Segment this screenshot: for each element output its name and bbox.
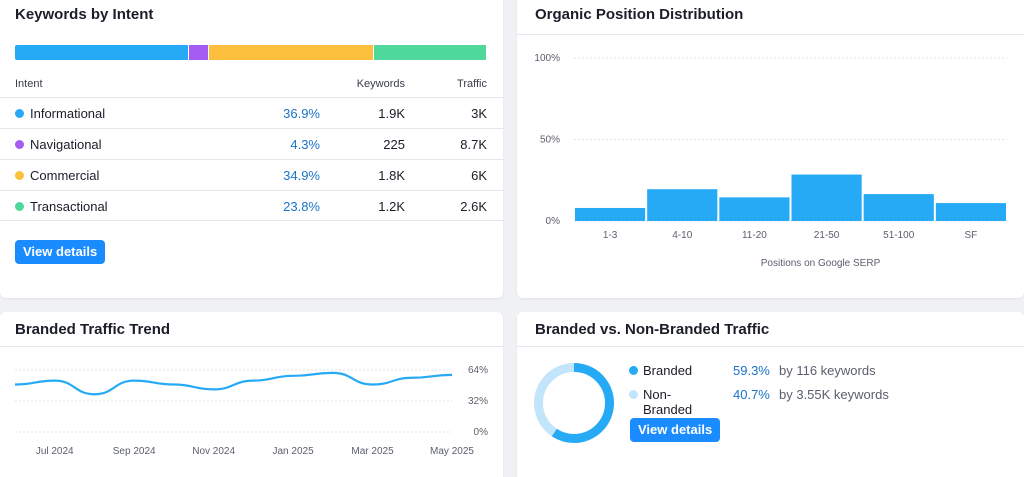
intent-bar-segment-commercial <box>209 45 375 60</box>
column-header-intent: Intent <box>15 78 43 90</box>
y-tick-label: 64% <box>468 365 488 376</box>
x-tick-label: 21-50 <box>814 230 840 241</box>
bar-21-50 <box>791 174 862 221</box>
legend-color-dot <box>629 366 638 375</box>
branded-trend-card: Branded Traffic Trend 64% 32% 0% Jul 2024 Se… <box>0 312 503 477</box>
intent-traffic: 2.6K <box>460 199 487 214</box>
intent-keywords: 1.2K <box>378 199 405 214</box>
x-tick-label: Nov 2024 <box>192 446 235 457</box>
intent-color-dot <box>15 202 24 211</box>
y-tick-label: 0% <box>474 427 489 438</box>
intent-color-dot <box>15 109 24 118</box>
branded-donut-chart <box>534 363 614 443</box>
x-tick-label: Jul 2024 <box>36 446 74 457</box>
intent-traffic: 3K <box>471 106 487 121</box>
legend-name: Branded <box>643 363 693 378</box>
keywords-by-intent-card: Keywords by Intent Intent Keywords Traff… <box>0 0 503 298</box>
branded-vs-nonbranded-card: Branded vs. Non-Branded Traffic <box>517 312 1024 477</box>
intent-traffic: 6K <box>471 168 487 183</box>
intent-keywords: 225 <box>383 137 405 152</box>
y-tick-label: 32% <box>468 396 488 407</box>
column-header-keywords: Keywords <box>356 78 405 90</box>
intent-name: Navigational <box>30 137 102 152</box>
legend-percent[interactable]: 40.7% <box>733 387 770 402</box>
intent-share-bar <box>15 45 487 60</box>
legend-description: by 116 keywords <box>779 363 876 378</box>
card-title: Branded vs. Non-Branded Traffic <box>535 321 770 338</box>
x-tick-label: May 2025 <box>430 446 474 457</box>
x-tick-label: 51-100 <box>883 230 915 241</box>
intent-keywords: 1.9K <box>378 106 405 121</box>
card-divider <box>0 346 503 347</box>
intent-name: Commercial <box>30 168 100 183</box>
bar-11-20 <box>719 197 790 221</box>
intent-color-dot <box>15 140 24 149</box>
legend-name: Non-Branded <box>643 387 693 417</box>
intent-percent[interactable]: 34.9% <box>283 168 320 183</box>
x-tick-label: Jan 2025 <box>273 446 315 457</box>
legend-percent[interactable]: 59.3% <box>733 363 770 378</box>
legend-description: by 3.55K keywords <box>779 387 889 402</box>
x-tick-label: SF <box>965 230 978 241</box>
view-details-button-branded[interactable]: View details <box>630 418 721 442</box>
intent-bar-segment-navigational <box>189 45 210 60</box>
intent-bar-segment-transactional <box>374 45 487 60</box>
intent-row-navigational: Navigational 4.3% 225 8.7K <box>0 128 503 159</box>
intent-name: Transactional <box>30 199 108 214</box>
intent-percent[interactable]: 36.9% <box>283 106 320 121</box>
card-title: Organic Position Distribution <box>535 6 744 23</box>
y-tick-label: 50% <box>540 135 560 146</box>
intent-bar-segment-informational <box>15 45 190 60</box>
x-axis-label: Positions on Google SERP <box>761 258 881 269</box>
position-distribution-chart: 100% 50% 0% 1-3 4-10 11-20 21-50 51-100 SF Positi… <box>534 53 1007 269</box>
intent-name: Informational <box>30 106 106 121</box>
card-divider <box>517 34 1024 35</box>
intent-keywords: 1.8K <box>378 168 405 183</box>
y-tick-label: 100% <box>534 53 560 64</box>
view-details-button[interactable]: View details <box>15 240 106 264</box>
intent-color-dot <box>15 171 24 180</box>
intent-traffic: 8.7K <box>460 137 487 152</box>
x-tick-label: Sep 2024 <box>113 446 156 457</box>
x-tick-label: 1-3 <box>603 230 618 241</box>
trend-line <box>14 371 453 396</box>
branded-trend-chart: 64% 32% 0% Jul 2024 Sep 2024 Nov 2024 Jan 2025… <box>14 365 489 457</box>
x-tick-label: 4-10 <box>672 230 692 241</box>
organic-position-card: Organic Position Distribution 100% 50% 0% 1… <box>517 0 1024 298</box>
legend-color-dot <box>629 390 638 399</box>
donut-slice-non-branded <box>534 363 614 443</box>
column-header-traffic: Traffic <box>457 78 487 90</box>
card-title: Keywords by Intent <box>15 6 154 23</box>
intent-row-informational: Informational 36.9% 1.9K 3K <box>0 97 503 128</box>
bar-4-10 <box>647 189 718 221</box>
bar-SF <box>935 203 1006 221</box>
card-divider <box>517 346 1024 347</box>
intent-row-commercial: Commercial 34.9% 1.8K 6K <box>0 159 503 190</box>
y-tick-label: 0% <box>546 216 561 227</box>
x-tick-label: 11-20 <box>742 230 767 241</box>
bar-51-100 <box>863 194 934 221</box>
card-title: Branded Traffic Trend <box>15 321 171 338</box>
x-tick-label: Mar 2025 <box>351 446 394 457</box>
intent-row-transactional: Transactional 23.8% 1.2K 2.6K <box>0 190 503 221</box>
intent-percent[interactable]: 23.8% <box>283 199 320 214</box>
intent-percent[interactable]: 4.3% <box>290 137 320 152</box>
bar-1-3 <box>575 207 646 221</box>
